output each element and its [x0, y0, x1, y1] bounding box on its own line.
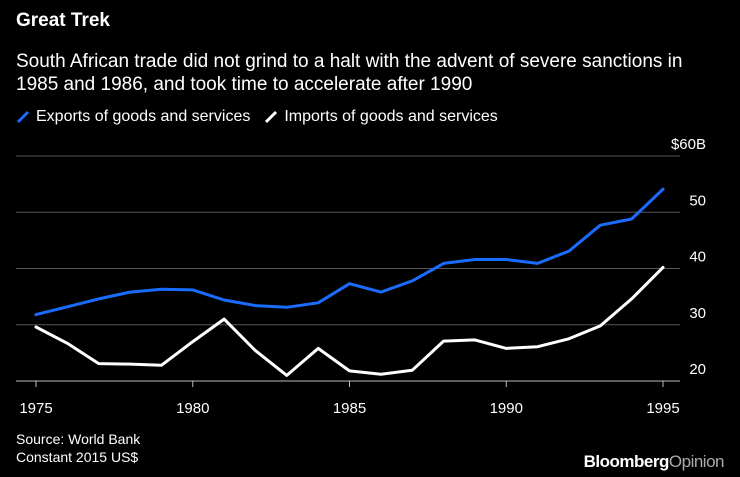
line-chart: 20 30 40 50 $60B 1975 1980 1985 1990 1995: [16, 136, 706, 417]
units-note: Constant 2015 US$: [16, 449, 139, 465]
legend-imports-label: Imports of goods and services: [284, 108, 498, 125]
y-tick-label: 50: [689, 192, 706, 209]
exports-line: [34, 187, 665, 317]
legend-exports-label: Exports of goods and services: [36, 108, 251, 125]
footer: Source: World Bank Constant 2015 US$: [16, 430, 140, 466]
x-tick-label: 1980: [176, 400, 209, 417]
x-tick-label: 1995: [646, 400, 679, 417]
y-tick-label: 20: [689, 361, 706, 378]
legend-item-imports: Imports of goods and services: [264, 108, 498, 126]
legend: Exports of goods and services Imports of…: [16, 108, 512, 126]
chart-title: Great Trek: [16, 10, 110, 31]
x-tick-label: 1975: [19, 400, 52, 417]
y-tick-label: 40: [689, 249, 706, 266]
x-tick-label: 1985: [333, 400, 366, 417]
legend-item-exports: Exports of goods and services: [16, 108, 250, 126]
brand-part1: Bloomberg: [583, 452, 670, 471]
chart-subtitle: South African trade did not grind to a h…: [16, 51, 683, 95]
y-tick-label: 30: [689, 305, 706, 322]
brand-logo: BloombergOpinion: [583, 452, 725, 472]
legend-imports-swatch: [265, 110, 278, 124]
source-note: Source: World Bank: [16, 431, 141, 447]
y-tick-label: $60B: [671, 136, 706, 153]
legend-exports-swatch: [16, 110, 30, 124]
brand-part2: Opinion: [668, 452, 725, 471]
imports-line: [34, 265, 665, 377]
x-tick-label: 1990: [490, 400, 523, 417]
